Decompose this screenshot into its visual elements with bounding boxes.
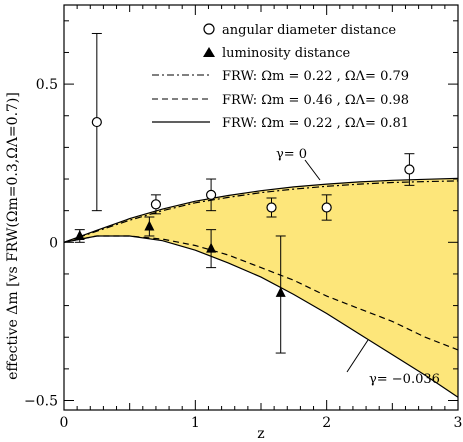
luminosity-point bbox=[206, 242, 217, 253]
model-curve-3 bbox=[63, 177, 459, 243]
y-tick-label: 0 bbox=[49, 235, 58, 251]
annotation-gamma-neg: γ= −0.036 bbox=[369, 372, 440, 387]
curve-layer bbox=[63, 177, 459, 398]
angular-diameter-point bbox=[321, 202, 332, 213]
legend-label-angular: angular diameter distance bbox=[222, 23, 396, 38]
annotation-pointer-gamma-0 bbox=[304, 159, 321, 181]
legend-label-solid: FRW: Ωm = 0.22 , ΩΛ= 0.81 bbox=[222, 116, 409, 131]
y-tick-label: 0.5 bbox=[36, 77, 58, 93]
angular-diameter-point bbox=[150, 199, 162, 210]
legend-label-luminosity: luminosity distance bbox=[222, 46, 351, 61]
shaded-region bbox=[64, 178, 458, 398]
y-tick-label: −0.5 bbox=[24, 394, 58, 410]
legend-marker-angular bbox=[203, 23, 215, 35]
angular-diameter-point bbox=[266, 202, 277, 213]
x-tick-label: 3 bbox=[454, 415, 463, 431]
text-layer: 0 1 2 3−0.500.5 bbox=[24, 77, 462, 431]
legend-label-dashed: FRW: Ωm = 0.46 , ΩΛ= 0.98 bbox=[222, 93, 409, 108]
model-curve-1 bbox=[63, 180, 459, 243]
axes-layer bbox=[63, 4, 459, 411]
model-curve-2 bbox=[63, 235, 459, 351]
annotation-pointer-gamma-neg bbox=[346, 339, 369, 373]
model-curve-4 bbox=[63, 235, 459, 398]
x-axis-label: z bbox=[257, 426, 264, 442]
x-tick-label: 0 bbox=[60, 415, 69, 431]
angular-diameter-point bbox=[91, 116, 102, 128]
angular-diameter-point bbox=[205, 189, 217, 200]
x-tick-label: 2 bbox=[322, 415, 331, 431]
y-axis-label: effective Δm [vs FRW(Ωm=0.3,ΩΛ=0.7)] bbox=[5, 92, 21, 380]
annotation-gamma-0: γ= 0 bbox=[276, 147, 307, 162]
luminosity-point bbox=[275, 286, 286, 297]
legend-marker-luminosity bbox=[203, 47, 215, 57]
point-layer bbox=[74, 32, 415, 354]
legend-label-dashdot: FRW: Ωm = 0.22 , ΩΛ= 0.79 bbox=[222, 69, 409, 84]
shaded-region-layer bbox=[64, 178, 458, 398]
x-tick-label: 1 bbox=[191, 415, 200, 431]
legend: angular diameter distance luminosity dis… bbox=[152, 23, 409, 131]
luminosity-point bbox=[144, 220, 155, 231]
luminosity-point bbox=[74, 229, 85, 240]
angular-diameter-point bbox=[404, 164, 415, 175]
